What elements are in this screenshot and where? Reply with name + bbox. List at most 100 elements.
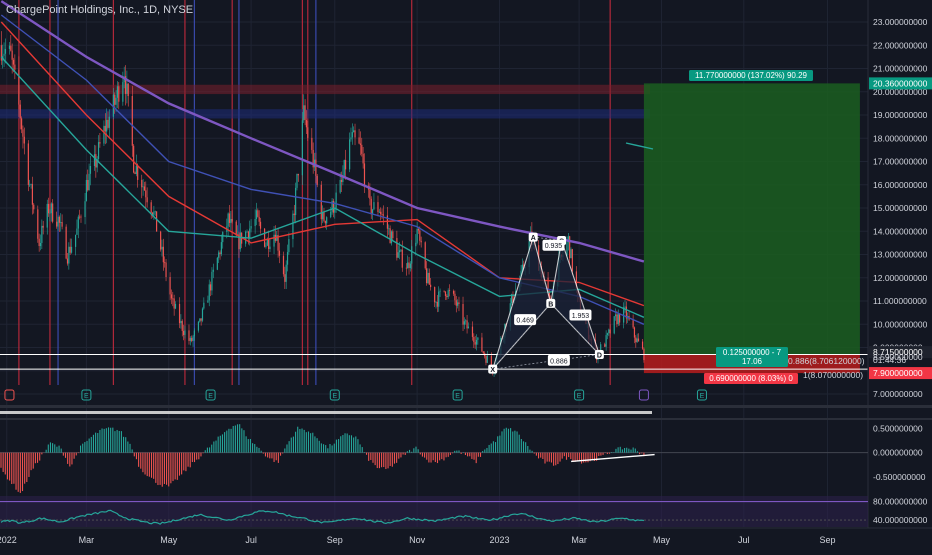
candle-body-216 xyxy=(408,262,410,268)
pane-separator-2 xyxy=(0,418,932,420)
candle-body-250 xyxy=(473,336,475,343)
candle-body-207 xyxy=(390,231,393,244)
candle-body-181 xyxy=(342,176,344,182)
price-tick-label: 21.000000000 xyxy=(873,64,928,74)
candle-body-212 xyxy=(400,249,402,251)
candle-body-169 xyxy=(320,184,322,220)
candle-body-134 xyxy=(254,219,256,227)
rsi-tick-label: 40.000000000 xyxy=(873,515,928,525)
candle-body-21 xyxy=(39,242,42,247)
target-label: 11.770000000 (137.02%) 90.29 xyxy=(689,70,813,81)
candle-body-35 xyxy=(66,258,69,264)
candle-body-200 xyxy=(378,211,380,213)
candle-body-149 xyxy=(282,255,285,275)
candle-body-195 xyxy=(369,189,371,199)
candle-body-46 xyxy=(87,179,89,191)
candle-body-66 xyxy=(124,76,127,94)
candle-body-118 xyxy=(222,231,224,243)
candle-body-94 xyxy=(178,303,181,324)
price-tick-label: 17.000000000 xyxy=(873,157,928,167)
candle-body-224 xyxy=(424,242,426,269)
candle-body-55 xyxy=(104,125,106,132)
candle-body-17 xyxy=(31,184,33,205)
candle-body-235 xyxy=(444,291,447,296)
harmonic-ratio-box xyxy=(547,354,570,366)
candle-body-52 xyxy=(97,142,100,159)
price-tick-label: 18.000000000 xyxy=(873,133,928,143)
candle-body-302 xyxy=(570,249,572,259)
candle-body-136 xyxy=(257,210,259,217)
target-price-badge: 20.360000000 xyxy=(869,77,932,90)
candle-body-7 xyxy=(12,59,15,65)
price-tick-label: 14.000000000 xyxy=(873,226,928,236)
stop-label-text: 0.690000000 (8.03%) 0 xyxy=(709,374,793,383)
time-tick-label: 2022 xyxy=(0,535,17,545)
candle-body-14 xyxy=(27,143,29,185)
current-price-badge-box xyxy=(869,346,932,359)
candle-body-91 xyxy=(172,298,174,300)
candle-body-221 xyxy=(417,228,420,231)
candle-body-326 xyxy=(616,314,618,325)
harmonic-ratio-label: 0.886 xyxy=(550,358,568,365)
candle-body-124 xyxy=(235,221,237,236)
candle-body-47 xyxy=(88,173,90,191)
candle-body-85 xyxy=(161,246,163,250)
candle-body-202 xyxy=(381,214,383,215)
candle-body-86 xyxy=(162,246,164,263)
harmonic-point-label: B xyxy=(548,301,553,308)
candle-body-25 xyxy=(47,203,50,214)
candle-body-165 xyxy=(312,149,314,168)
candle-body-123 xyxy=(231,219,233,222)
osc-tick-label: -0.500000000 xyxy=(873,472,926,482)
candle-body-110 xyxy=(208,284,210,301)
candle-body-53 xyxy=(99,142,101,144)
candle-body-147 xyxy=(277,235,279,251)
time-tick-label: Jul xyxy=(738,535,750,545)
candle-body-51 xyxy=(96,158,98,168)
earnings-icon-4: E xyxy=(452,389,463,401)
candle-body-83 xyxy=(155,211,158,232)
candle-body-183 xyxy=(344,160,347,170)
candle-body-11 xyxy=(20,118,23,130)
candle-body-92 xyxy=(173,298,175,309)
candle-body-153 xyxy=(288,239,290,253)
event-box xyxy=(205,389,216,401)
event-box xyxy=(574,389,585,401)
divergence-line xyxy=(571,453,655,463)
candle-body-321 xyxy=(606,333,609,336)
harmonic-ratio-2: 1.953 xyxy=(569,309,592,321)
candle-body-82 xyxy=(154,211,156,213)
candle-body-112 xyxy=(211,271,213,291)
candle-body-89 xyxy=(169,277,171,295)
candle-body-190 xyxy=(359,143,362,145)
candle-body-38 xyxy=(70,246,73,253)
candle-body-102 xyxy=(192,336,194,342)
candle-body-20 xyxy=(38,238,40,247)
candle-body-330 xyxy=(624,306,626,308)
candle-body-96 xyxy=(181,320,183,331)
candle-body-57 xyxy=(107,119,109,128)
candle-body-233 xyxy=(439,290,441,292)
earnings-icon-2: E xyxy=(205,389,216,401)
event-label: E xyxy=(577,393,582,400)
candle-body-337 xyxy=(636,338,638,343)
candle-body-240 xyxy=(454,293,456,301)
candle-body-322 xyxy=(608,329,610,334)
candle-body-84 xyxy=(160,231,162,250)
osc-tick-label: 0.500000000 xyxy=(873,423,923,433)
candle-body-170 xyxy=(322,212,324,220)
candle-body-67 xyxy=(126,83,128,94)
event-label: E xyxy=(332,393,337,400)
candle-body-131 xyxy=(247,231,249,239)
price-tick-label: 23.000000000 xyxy=(873,17,928,27)
candle-body-205 xyxy=(388,228,390,230)
candle-body-163 xyxy=(307,127,309,138)
harmonic-ratio-box xyxy=(569,309,592,321)
stop-price-badge: 7.900000000 xyxy=(869,367,932,380)
candle-body-0 xyxy=(0,45,2,61)
candle-body-126 xyxy=(238,234,240,250)
pane-separator-1 xyxy=(0,405,932,408)
candle-body-70 xyxy=(133,145,135,173)
